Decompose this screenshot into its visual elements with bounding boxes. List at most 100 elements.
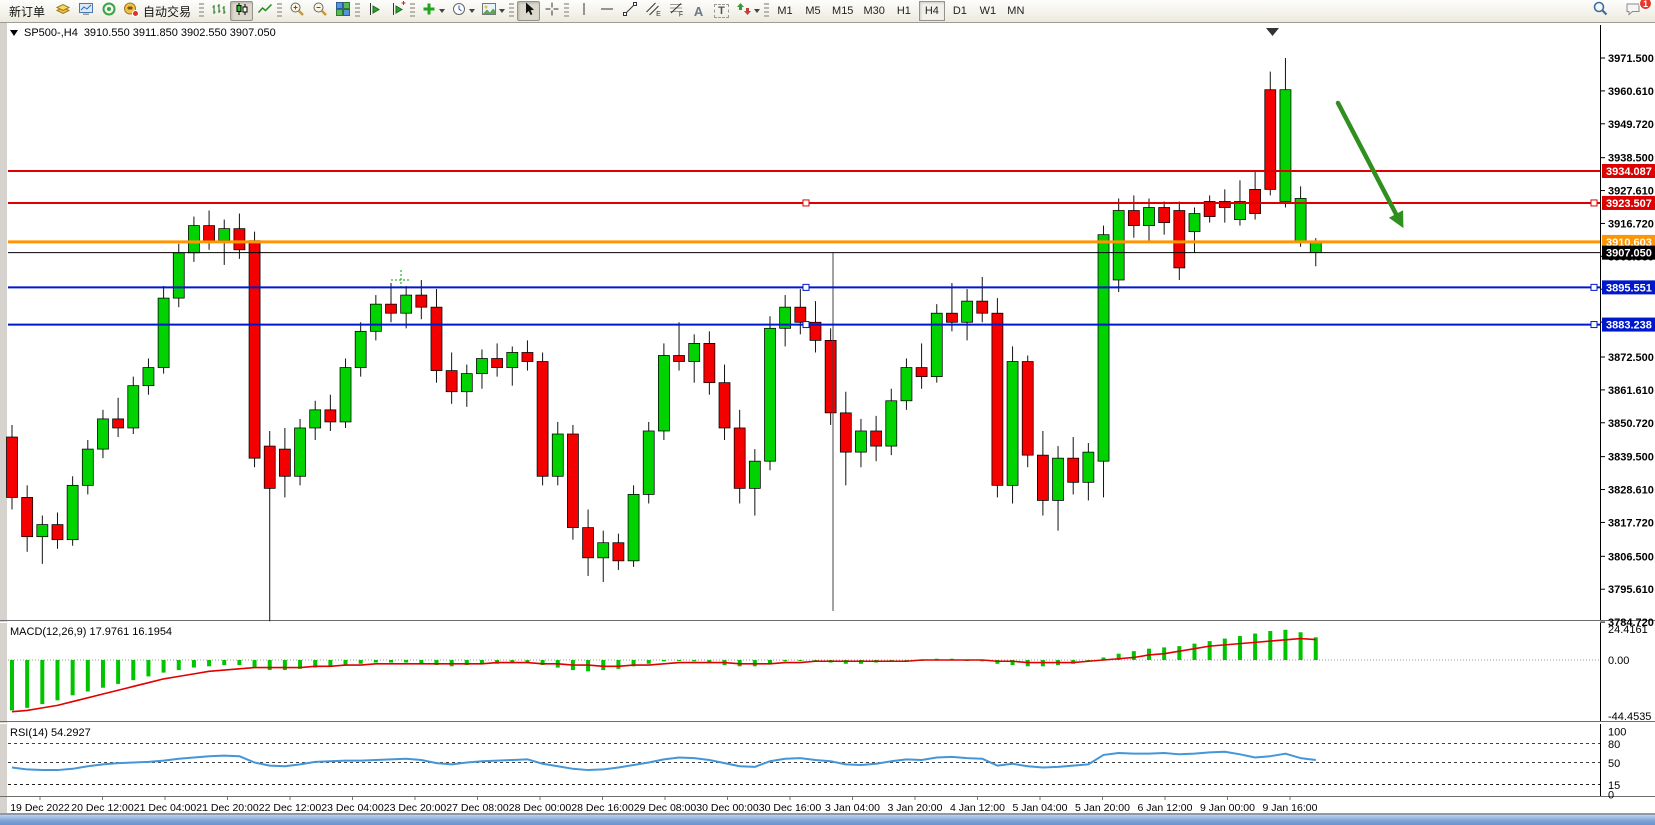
candle	[1037, 454, 1049, 501]
timeframe-button-M1[interactable]: M1	[777, 5, 793, 17]
candle	[688, 343, 701, 362]
horizontal-line-tool-button[interactable]	[595, 1, 618, 21]
trend-arrow-annotation[interactable]	[1335, 100, 1404, 229]
vertical-line-tool-button[interactable]	[572, 1, 595, 21]
candle	[354, 330, 367, 368]
label-tool-icon: T	[714, 4, 729, 18]
add-indicator-button[interactable]	[418, 1, 448, 21]
timeframe-button-M5[interactable]: M5	[805, 5, 821, 17]
candle	[112, 418, 124, 429]
candlestick-mode-button[interactable]	[230, 1, 254, 21]
line-chart-icon	[257, 1, 273, 22]
trendline-icon	[622, 1, 638, 22]
crosshair-tool-button[interactable]	[540, 1, 563, 21]
price-chart[interactable]: 3971.500 3960.610 3949.720 3938.500 3927.610…	[0, 23, 1655, 814]
candle	[66, 484, 79, 541]
tile-windows-button[interactable]	[331, 1, 354, 21]
svg-text:3938.500: 3938.500	[1608, 153, 1654, 165]
timeframe-button-M30[interactable]: M30	[863, 5, 885, 17]
svg-text:9 Jan 16:00: 9 Jan 16:00	[1263, 802, 1318, 814]
candle	[369, 303, 382, 332]
zoom-out-button[interactable]	[308, 1, 331, 21]
candle	[491, 358, 503, 368]
notifications-button[interactable]: 1	[1622, 0, 1652, 21]
zoom-in-button[interactable]	[285, 1, 308, 21]
signal-icon	[101, 1, 117, 22]
candle	[991, 312, 1004, 486]
candle	[1203, 201, 1216, 217]
macd-indicator-label: MACD(12,26,9) 17.9761 16.1954	[10, 626, 173, 638]
template-button[interactable]	[478, 1, 508, 21]
candle	[81, 448, 94, 486]
candle	[733, 427, 746, 489]
panel-frames	[0, 25, 1655, 814]
svg-text:21 Dec 20:00: 21 Dec 20:00	[196, 802, 259, 814]
candle	[460, 373, 473, 393]
svg-text:28 Dec 00:00: 28 Dec 00:00	[509, 802, 572, 814]
auto-trading-label: 自动交易	[143, 4, 192, 19]
fibonacci-tool-button[interactable]: F	[664, 1, 687, 21]
candle	[915, 367, 928, 377]
candle	[1294, 198, 1307, 243]
dropdown-caret-icon	[469, 9, 476, 13]
candle	[476, 358, 488, 374]
text-tool-button[interactable]: A	[687, 1, 710, 21]
timeframe-button-H4[interactable]: H4	[918, 1, 945, 21]
svg-text:22 Dec 12:00: 22 Dec 12:00	[259, 802, 322, 814]
search-button[interactable]	[1589, 1, 1612, 21]
new-chart-button[interactable]	[363, 1, 386, 21]
timeframe-button-D1[interactable]: D1	[952, 5, 967, 17]
trendline-tool-button[interactable]	[618, 1, 641, 21]
candle	[1052, 457, 1064, 501]
auto-trading-button[interactable]: 自动交易	[120, 1, 198, 21]
horizontal-scrollbar[interactable]	[0, 814, 1655, 825]
signals-button[interactable]	[97, 1, 120, 21]
timeframe-button-MN[interactable]: MN	[1007, 5, 1025, 17]
candle	[263, 445, 276, 489]
play-bar-plus-icon	[390, 0, 406, 22]
bar-chart-mode-button[interactable]	[207, 1, 230, 21]
market-watch-button[interactable]	[74, 1, 97, 21]
price-tag: 3934.087	[1606, 166, 1652, 178]
label-tool-button[interactable]: T	[710, 1, 733, 21]
svg-text:50: 50	[1608, 758, 1620, 770]
candle	[506, 352, 519, 368]
svg-text:29 Dec 08:00: 29 Dec 08:00	[634, 802, 697, 814]
new-order-button[interactable]: 新订单	[3, 1, 51, 21]
collapse-triangle-icon[interactable]	[10, 30, 18, 36]
line-chart-mode-button[interactable]	[253, 1, 276, 21]
timeframe-clock-button[interactable]	[448, 1, 478, 21]
channel-icon: E	[645, 1, 661, 22]
play-bar-icon	[367, 1, 383, 22]
ohlc-values: 3910.550 3911.850 3902.550 3907.050	[83, 27, 276, 39]
cursor-tool-button[interactable]	[517, 1, 541, 21]
vertical-line-icon	[576, 1, 592, 22]
chart-shift-button[interactable]	[386, 0, 409, 22]
timeframe-button-M15[interactable]: M15	[832, 5, 854, 17]
candle	[1309, 241, 1322, 254]
candle	[324, 409, 337, 423]
price-tag: 3923.507	[1606, 198, 1652, 210]
tile-windows-icon	[335, 1, 351, 22]
candle	[567, 433, 579, 528]
timeframe-button-H1[interactable]: H1	[896, 5, 911, 17]
order-book-button[interactable]	[51, 1, 74, 21]
toolbar-grip	[355, 3, 361, 19]
candle	[1082, 451, 1095, 483]
timeframe-button-W1[interactable]: W1	[979, 5, 997, 17]
channel-tool-button[interactable]: E	[641, 1, 664, 21]
symbol-period-label: SP500-,H4	[24, 27, 78, 39]
arrows-tool-button[interactable]	[733, 1, 763, 21]
time-axis: 19 Dec 2022 20 Dec 12:00 21 Dec 04:00 21 De…	[10, 797, 1318, 814]
fibonacci-icon: F	[668, 1, 684, 22]
picture-icon	[481, 1, 497, 22]
svg-text:6 Jan 12:00: 6 Jan 12:00	[1138, 802, 1193, 814]
candle	[946, 312, 958, 323]
gold-stack-icon	[55, 1, 71, 22]
candle	[97, 418, 109, 450]
horizontal-line-objects[interactable]: 3934.0873923.5073910.6033907.0503895.551…	[8, 164, 1655, 332]
svg-text:3795.610: 3795.610	[1608, 584, 1654, 596]
candle	[36, 524, 49, 538]
candle	[1218, 201, 1231, 208]
svg-text:F: F	[678, 11, 682, 17]
